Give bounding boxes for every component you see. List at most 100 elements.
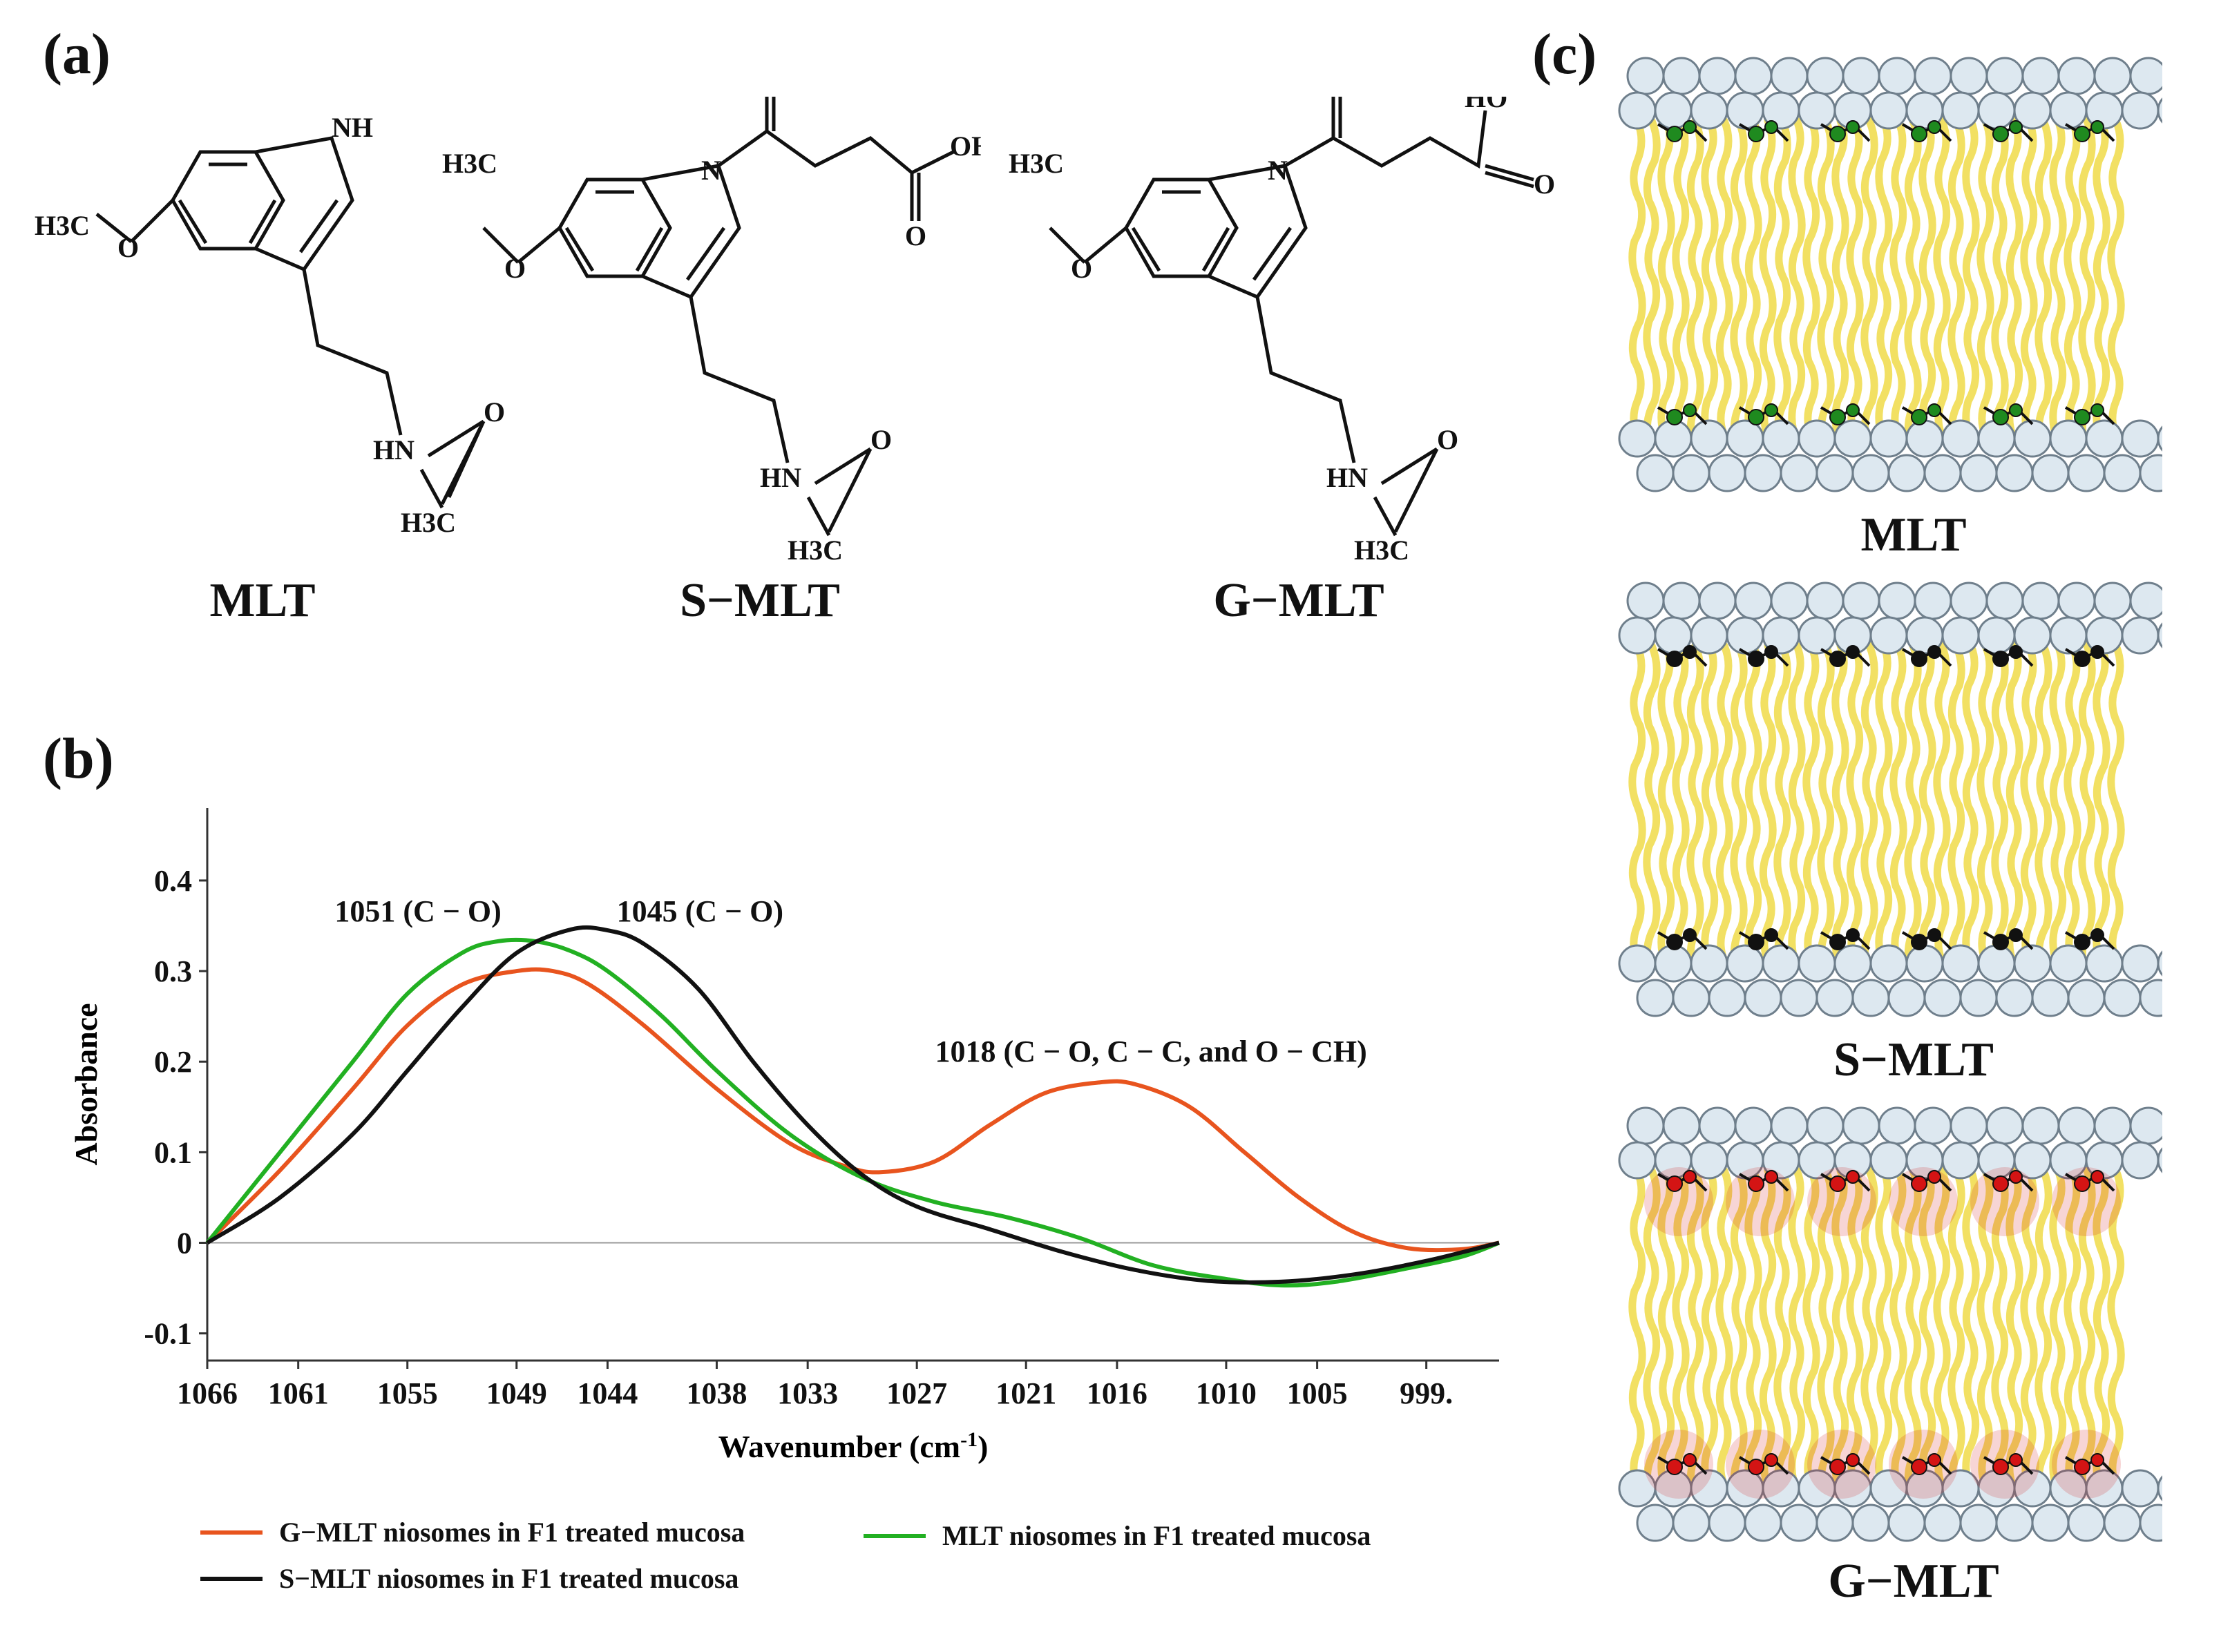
x-tick-label: 1055 [377, 1376, 438, 1410]
s-mlt-atom-h3c-2: H3C [788, 535, 843, 566]
lipid-head [1726, 944, 1764, 983]
lipid-head [1869, 1141, 1908, 1180]
lipid-head [1833, 419, 1872, 458]
lipid-head [2049, 419, 2088, 458]
g-mlt-structure: N O HO O O H3C HN O H3C [1009, 97, 1554, 566]
lipid-tail [1628, 1166, 1646, 1495]
drug-chain [2064, 1456, 2115, 1475]
lipid-head [1618, 616, 1657, 655]
lipid-head [2121, 944, 2160, 983]
lipid-head [1977, 419, 2016, 458]
lipid-head [1941, 1141, 1980, 1180]
lipid-head [1869, 616, 1908, 655]
drug-chain [1820, 648, 1871, 667]
legend-label-g-mlt: G−MLT niosomes in F1 treated mucosa [279, 1517, 745, 1548]
drug-chain [1983, 1173, 2034, 1192]
lipid-tail [2078, 1166, 2096, 1495]
s-mlt-atom-oh: OH [950, 131, 981, 162]
drug-ring [1992, 1459, 2009, 1475]
drug-ring [1748, 934, 1764, 950]
lipid-head [1672, 979, 1710, 1017]
lipid-head [1887, 979, 1926, 1017]
drug-chain [2064, 406, 2115, 425]
lipid-head [1762, 419, 1800, 458]
lipid-tail [2093, 1166, 2110, 1495]
drug-chain [1738, 406, 1789, 425]
drug-ring [1992, 409, 2009, 425]
lipid-tail [1788, 642, 1806, 970]
drug-chain [1738, 931, 1789, 950]
lipid-head [1816, 1504, 1854, 1542]
x-tick-label: 1033 [777, 1376, 838, 1410]
lipid-head [1914, 57, 1952, 95]
lipid-head [1798, 91, 1836, 130]
lipid-head [1977, 91, 2016, 130]
lipid-tail [1730, 642, 1748, 970]
lipid-head [2031, 1504, 2070, 1542]
lipid-head [2021, 1106, 2060, 1145]
g-mlt-atom-o3: O [1071, 253, 1092, 284]
lipid-tail [1889, 117, 1907, 445]
lipid-head [1923, 454, 1962, 492]
x-tick-label: 1016 [1087, 1376, 1147, 1410]
lipid-tail [1744, 117, 1762, 445]
bilayer-mlt [1618, 57, 2162, 492]
lipid-head [1878, 582, 1916, 620]
lipid-head [1744, 1504, 1782, 1542]
lipid-head [1770, 57, 1809, 95]
drug-ring [1683, 645, 1697, 659]
lipid-head [1806, 57, 1845, 95]
drug-ring [1846, 928, 1860, 942]
x-tick-label: 1010 [1196, 1376, 1257, 1410]
lipid-head [1708, 979, 1746, 1017]
lipid-tail [2107, 117, 2125, 445]
lipid-head [1672, 454, 1710, 492]
lipid-tail [1759, 642, 1777, 970]
lipid-tail [2020, 642, 2038, 970]
lipid-tail [1701, 117, 1719, 445]
drug-ring [1927, 928, 1941, 942]
lipid-head [1770, 582, 1809, 620]
lipid-tail [1686, 1166, 1704, 1495]
drug-ring [1764, 120, 1778, 134]
lipid-tail [1802, 117, 1820, 445]
drug-chain [1901, 1173, 1952, 1192]
s-mlt-atom-n: N [701, 155, 721, 186]
y-tick-label: 0 [177, 1227, 192, 1260]
lipid-head [2085, 91, 2124, 130]
lipid-head [1698, 57, 1737, 95]
lipid-head [1905, 944, 1944, 983]
drug-ring [1911, 409, 1927, 425]
x-axis-label-end: ) [978, 1429, 988, 1464]
drug-ring [2074, 409, 2090, 425]
drug-ring [1846, 1170, 1860, 1184]
drug-chain [1738, 648, 1789, 667]
lipid-tail [1831, 1166, 1849, 1495]
drug-chain [1820, 1173, 1871, 1192]
x-tick-label: 1038 [686, 1376, 747, 1410]
s-mlt-atom-o2: O [905, 220, 926, 251]
lipid-tail [1875, 642, 1893, 970]
drug-glow [1726, 1167, 1795, 1236]
g-mlt-atom-o2: O [1534, 169, 1554, 200]
drug-chain [1820, 1456, 1871, 1475]
lipid-head [1708, 454, 1746, 492]
lipid-head [2031, 454, 2070, 492]
drug-ring [2009, 928, 2023, 942]
lipid-head [1887, 454, 1926, 492]
drug-chain [1983, 406, 2034, 425]
lipid-tail [1759, 117, 1777, 445]
lipid-head [2093, 1106, 2132, 1145]
s-mlt-structure: N O OH O O H3C HN O H3C [442, 97, 981, 566]
drug-ring [1764, 1170, 1778, 1184]
lipid-head [1662, 1106, 1701, 1145]
drug-chain [1901, 1456, 1952, 1475]
g-mlt-atom-ho: HO [1465, 97, 1507, 113]
mlt-atom-h3c: H3C [35, 210, 90, 241]
lipid-tail [1831, 642, 1849, 970]
lipid-tail [1976, 1166, 1994, 1495]
g-mlt-atom-o: O [1323, 97, 1344, 99]
lipid-head [2103, 1504, 2142, 1542]
lipid-head [1985, 57, 2024, 95]
lipid-head [1780, 454, 1818, 492]
